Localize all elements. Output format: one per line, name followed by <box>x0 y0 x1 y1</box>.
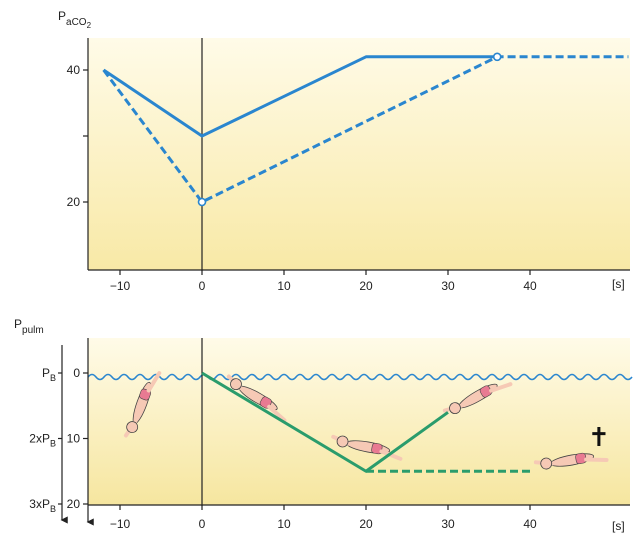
water-surface <box>87 373 633 381</box>
pressure-label-sub: B <box>50 439 56 449</box>
ppulm-series <box>201 371 530 473</box>
x-tick-label: 20 <box>359 279 373 293</box>
swimmer-drowned-illustration <box>533 452 609 470</box>
paco2-series <box>102 52 629 207</box>
paco2-y-label-sub: aCO <box>66 17 87 28</box>
data-point-marker <box>492 52 502 62</box>
x-tick-label: 10 <box>277 279 291 293</box>
ppulm-y-label-main: P <box>14 317 22 331</box>
x-tick-label: 40 <box>523 279 537 293</box>
pressure-label-main: 2xP <box>29 432 50 446</box>
paco2-axes: −10 0 10 20 30 40 20 40 <box>67 38 630 293</box>
pressure-label-sub: B <box>50 504 56 514</box>
data-point-marker <box>197 197 207 207</box>
swimmer-surface-illustration <box>123 371 162 438</box>
ppulm-y-axis-label: Ppulm <box>14 317 44 336</box>
swimmer-bottom-illustration <box>331 434 403 461</box>
x-tick-label: −10 <box>110 279 131 293</box>
x-tick-label: −10 <box>110 517 131 531</box>
series-line-solid-0 <box>102 55 498 138</box>
paco2-panel: PaCO2 −10 0 10 20 30 40 20 40 [s] <box>58 9 630 293</box>
paco2-x-unit: [s] <box>612 277 625 291</box>
pressure-label-main: 3xP <box>29 497 50 511</box>
swimmer-descending-illustration <box>226 374 287 423</box>
paco2-y-label-sub2: 2 <box>87 21 92 30</box>
pressure-label-main: P <box>42 366 50 380</box>
x-tick-label: 0 <box>199 279 206 293</box>
series-line-dashed-1 <box>102 55 629 204</box>
paco2-plot-background <box>88 38 630 270</box>
y-tick-label: 20 <box>67 195 81 209</box>
pressure-tick-label: 2xPB <box>29 432 56 449</box>
x-tick-label: 30 <box>441 517 455 531</box>
paco2-y-axis-label: PaCO2 <box>58 9 92 30</box>
swimmer-illustrations <box>123 371 609 470</box>
swimmer-ascending-illustration <box>442 382 513 415</box>
y-tick-label: 40 <box>67 63 81 77</box>
y-tick-label: 10 <box>67 432 81 446</box>
pressure-tick-label: 3xPB <box>29 497 56 514</box>
x-tick-label: 10 <box>277 517 291 531</box>
x-tick-label: 20 <box>359 517 373 531</box>
x-tick-label: 30 <box>441 279 455 293</box>
paco2-y-label-main: P <box>58 9 66 23</box>
ppulm-plot-background <box>88 338 630 505</box>
y-tick-label: 20 <box>67 497 81 511</box>
x-tick-label: 40 <box>523 517 537 531</box>
x-tick-label: 0 <box>199 517 206 531</box>
cross-annotation: ✝ <box>588 423 610 453</box>
ppulm-y-label-sub: pulm <box>22 325 44 336</box>
pressure-tick-label: PB <box>42 366 56 383</box>
y-tick-label: 0 <box>73 366 80 380</box>
ppulm-x-unit: [s] <box>612 519 625 533</box>
pressure-label-sub: B <box>50 373 56 383</box>
